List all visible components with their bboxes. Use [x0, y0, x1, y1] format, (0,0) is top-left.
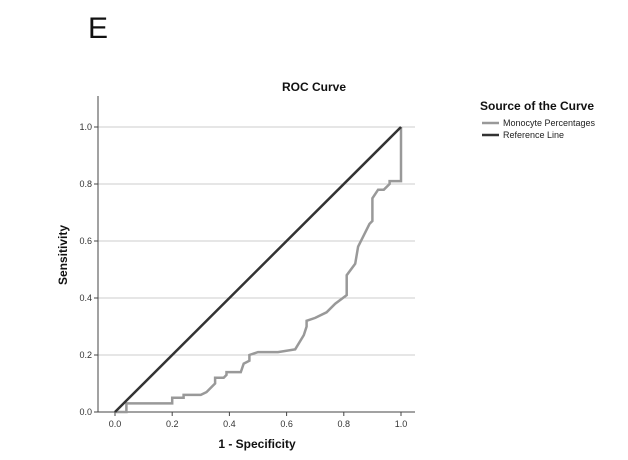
series-lines [114, 126, 403, 414]
x-tick-labels: 0.0 0.2 0.4 0.6 0.8 1.0 [109, 419, 408, 429]
legend: Source of the Curve Monocyte Percentages… [480, 99, 596, 140]
panel-label: E [88, 12, 109, 45]
chart-title: ROC Curve [282, 80, 346, 94]
x-tick-label-4: 0.8 [338, 419, 351, 429]
y-tick-label-0: 0.0 [79, 407, 92, 417]
x-tick-label-3: 0.6 [280, 419, 293, 429]
y-tick-labels: 0.0 0.2 0.4 0.6 0.8 1.0 [79, 122, 92, 417]
y-tick-label-3: 0.6 [79, 236, 92, 246]
axes [94, 96, 415, 416]
legend-title: Source of the Curve [480, 99, 594, 113]
x-tick-label-5: 1.0 [395, 419, 408, 429]
reference-line [114, 126, 402, 413]
y-tick-label-2: 0.4 [79, 293, 92, 303]
legend-entry-reference: Reference Line [503, 130, 564, 140]
x-tick-label-1: 0.2 [166, 419, 179, 429]
legend-entry-roc: Monocyte Percentages [503, 118, 596, 128]
x-axis-label: 1 - Specificity [218, 437, 296, 451]
x-tick-label-2: 0.4 [223, 419, 236, 429]
roc-curve-line [115, 127, 403, 414]
y-tick-label-5: 1.0 [79, 122, 92, 132]
y-tick-label-1: 0.2 [79, 350, 92, 360]
y-tick-label-4: 0.8 [79, 179, 92, 189]
x-tick-label-0: 0.0 [109, 419, 122, 429]
y-axis-label: Sensitivity [56, 225, 70, 285]
